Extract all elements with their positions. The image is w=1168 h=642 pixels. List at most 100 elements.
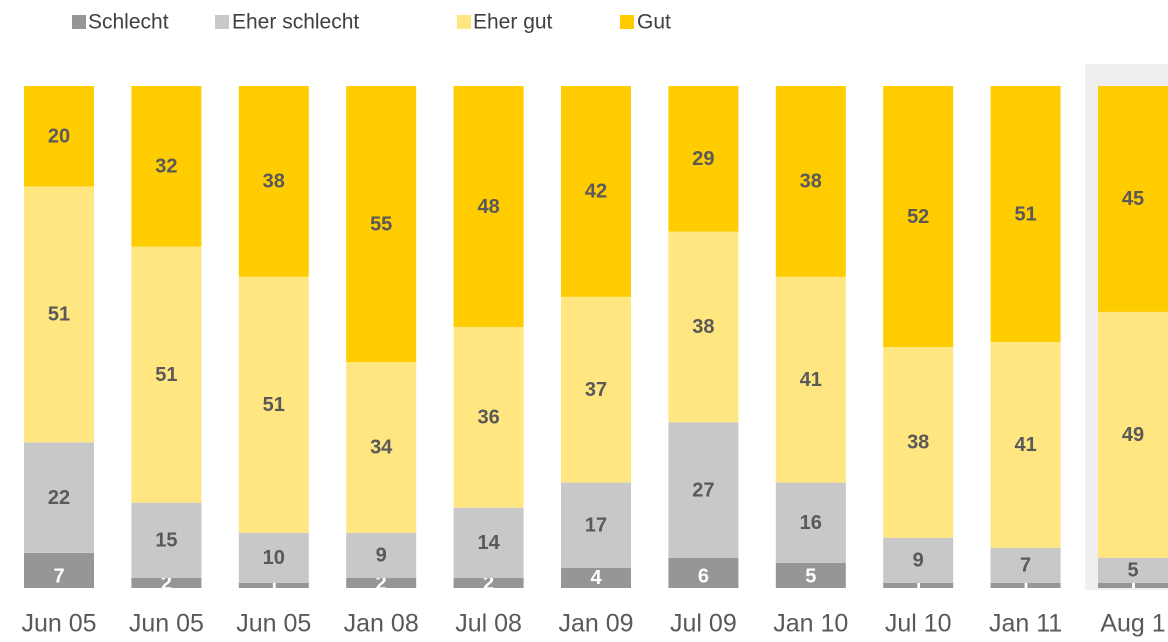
x-tick-label: Jul 10	[885, 610, 952, 638]
bar-segment	[24, 86, 94, 187]
bar-segment	[238, 86, 309, 277]
value-label: 17	[585, 515, 607, 537]
value-label: 7	[53, 565, 64, 587]
bar-segment	[1098, 557, 1168, 583]
value-label: 6	[698, 565, 709, 587]
value-label: 16	[800, 512, 822, 534]
x-tick-label: Jul 08	[455, 610, 522, 638]
legend-swatch	[457, 15, 471, 29]
bar-segment	[453, 507, 524, 578]
value-label: 14	[477, 532, 500, 554]
x-tick-label: Jun 05	[236, 610, 311, 638]
value-label: 37	[585, 379, 607, 401]
value-label: 38	[263, 171, 285, 193]
x-tick-label: Jun 05	[129, 610, 204, 638]
value-label: 4	[590, 567, 602, 589]
bar-segment	[346, 532, 417, 578]
value-label: 51	[1014, 203, 1036, 225]
x-tick-label: Jan 08	[344, 610, 419, 638]
value-label: 29	[692, 148, 714, 170]
bar-segment	[883, 582, 954, 588]
value-label: 52	[907, 206, 929, 228]
bar-segment	[346, 577, 417, 588]
value-label: 41	[800, 369, 822, 391]
x-tick-label: Jul 09	[670, 610, 737, 638]
legend-label: Schlecht	[88, 11, 169, 34]
bar-segment	[131, 246, 202, 503]
bar-segment	[453, 86, 524, 327]
bar-segment	[131, 86, 202, 247]
bar-segment	[668, 231, 739, 423]
value-label: 42	[585, 181, 607, 203]
legend-swatch	[620, 15, 634, 29]
bar-segment	[883, 86, 954, 348]
bar-segment	[990, 86, 1061, 343]
legend-label: Eher schlecht	[232, 11, 359, 34]
x-tick-label: Aug 1	[1100, 610, 1165, 638]
bar-segment	[238, 532, 309, 583]
value-label: 36	[477, 407, 499, 429]
bar-segment	[131, 502, 202, 578]
bar-segment	[990, 582, 1061, 588]
value-label: 22	[48, 487, 70, 509]
value-label: 51	[155, 364, 177, 386]
bar-segment	[561, 86, 631, 297]
value-label: 32	[155, 156, 177, 178]
value-label: 41	[1014, 434, 1036, 456]
legend-swatch	[72, 15, 86, 29]
bar-segment	[24, 186, 94, 443]
value-label: 9	[913, 550, 924, 572]
bar-segment	[238, 276, 309, 533]
value-label: 5	[1127, 560, 1138, 582]
value-label: 7	[1020, 555, 1031, 577]
bar-segment	[1098, 311, 1168, 558]
value-label: 45	[1122, 188, 1144, 210]
bar-segment	[453, 577, 524, 588]
value-label: 49	[1122, 424, 1144, 446]
value-label: 9	[376, 545, 387, 567]
bar-segment	[24, 552, 94, 588]
x-tick-label: Jun 05	[21, 610, 96, 638]
bar-segment	[24, 442, 94, 553]
bar-segment	[990, 547, 1061, 583]
bar-segment	[775, 276, 846, 483]
bar-segment	[990, 342, 1061, 548]
bar-segment	[1098, 582, 1168, 588]
value-label: 20	[48, 125, 70, 147]
value-label: 15	[155, 530, 177, 552]
value-label: 34	[370, 437, 393, 459]
bar-segment	[775, 482, 846, 563]
value-label: 2	[376, 572, 387, 594]
bar-segment	[131, 577, 202, 588]
legend-label: Eher gut	[473, 11, 553, 34]
x-tick-label: Jan 10	[773, 610, 848, 638]
bar-segment	[453, 326, 524, 508]
bar-segment	[238, 582, 309, 588]
x-tick-label: Jan 09	[558, 610, 633, 638]
value-label: 5	[805, 565, 816, 587]
bar-segment	[883, 537, 954, 583]
value-label: 55	[370, 213, 392, 235]
value-label: 38	[692, 316, 714, 338]
value-label: 51	[263, 394, 285, 416]
bar-segment	[668, 557, 739, 588]
value-label: 51	[48, 304, 70, 326]
bar-segment	[883, 347, 954, 538]
bar-segment	[668, 86, 739, 232]
legend-label: Gut	[637, 11, 671, 34]
bar-segment	[561, 296, 631, 483]
bar-segment	[1098, 86, 1168, 312]
bar-segment	[561, 567, 631, 588]
bar-segment	[346, 86, 417, 363]
value-label: 10	[263, 547, 285, 569]
value-label: 38	[907, 432, 929, 454]
bar-segment	[561, 482, 631, 568]
legend-swatch	[215, 15, 229, 29]
x-tick-label: Jan 11	[989, 610, 1062, 638]
value-label: 48	[477, 196, 499, 218]
bar-segment	[668, 422, 739, 558]
bar-segment	[346, 362, 417, 533]
value-label: 2	[161, 572, 172, 594]
value-label: 2	[483, 572, 494, 594]
